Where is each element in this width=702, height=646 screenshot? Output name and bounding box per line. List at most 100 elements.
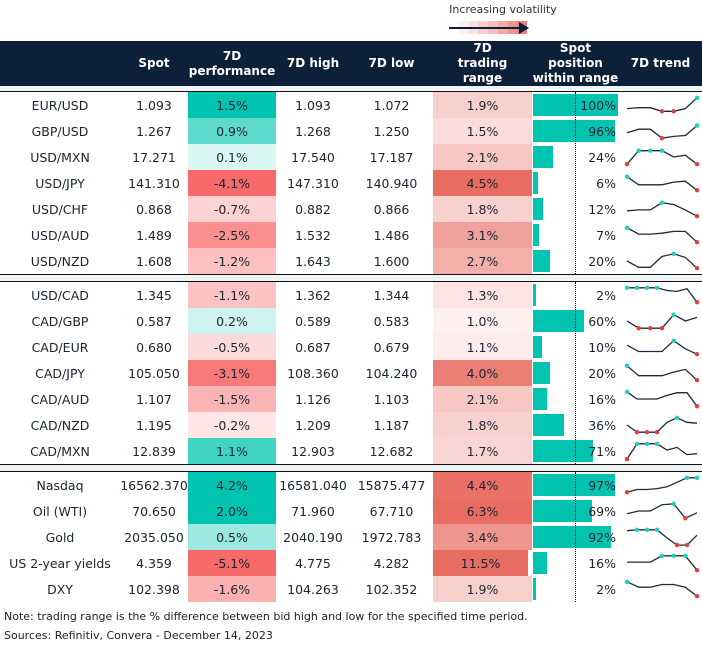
range-value: 4.0% <box>433 360 532 386</box>
range-value: 4.4% <box>433 472 532 498</box>
sparkline-path <box>626 339 698 355</box>
sparkline-max-point <box>624 225 630 230</box>
high-value: 4.775 <box>295 555 331 571</box>
sparkline-min-point <box>654 430 660 435</box>
spot-value: 70.650 <box>132 503 176 519</box>
instrument-name: CAD/AUD <box>30 391 90 407</box>
sources: Sources: Refinitiv, Convera - December 1… <box>4 629 273 642</box>
sparkline-path <box>626 176 698 191</box>
header-range: 7D trading range <box>457 41 508 85</box>
instrument-name: USD/NZD <box>30 253 90 269</box>
position-cell: 96% <box>532 118 619 144</box>
sparkline-chart <box>624 148 700 167</box>
position-value: 6% <box>596 175 616 191</box>
sparkline-max-point <box>654 441 660 446</box>
range-value: 1.3% <box>433 282 532 308</box>
range-value: 6.3% <box>433 498 532 524</box>
sparkline-min-point <box>624 490 630 495</box>
position-cell: 10% <box>532 334 619 360</box>
sparkline-max-point <box>671 251 676 256</box>
position-value: 60% <box>588 313 616 329</box>
table-row: CAD/JPY 105.050 -3.1% 108.360 104.240 4.0% 20% <box>0 360 702 386</box>
position-bar <box>533 284 536 306</box>
table-row: CAD/MXN 12.839 1.1% 12.903 12.682 1.7% 71% <box>0 438 702 464</box>
sparkline-chart <box>624 475 700 495</box>
position-cell: 16% <box>532 386 619 412</box>
position-bar <box>533 146 554 168</box>
position-value: 100% <box>580 97 616 113</box>
table-header: Spot 7D performance 7D high 7D low 7D tr… <box>0 41 702 86</box>
trend-sparkline <box>619 438 702 464</box>
sparkline-path <box>627 287 698 303</box>
sparkline-min-point <box>694 214 700 219</box>
high-value: 1.643 <box>295 253 331 269</box>
performance-value: 0.1% <box>188 144 276 170</box>
high-value: 0.687 <box>295 339 331 355</box>
fx-usd-section: EUR/USD 1.093 1.5% 1.093 1.072 1.9% 100% GBP/US… <box>0 92 702 274</box>
sparkline-max-point <box>648 148 653 153</box>
trend-sparkline <box>619 334 702 360</box>
sparkline-max-point <box>671 501 676 506</box>
trend-sparkline <box>619 576 702 602</box>
trend-sparkline <box>619 118 702 144</box>
position-cell: 97% <box>532 472 619 498</box>
low-value: 0.583 <box>373 313 410 329</box>
spot-value: 1.195 <box>136 417 172 433</box>
sparkline-max-point <box>644 527 650 532</box>
instrument-name: CAD/JPY <box>35 365 85 381</box>
sparkline-max-point <box>634 285 640 290</box>
range-value: 2.1% <box>433 144 532 170</box>
high-value: 1.362 <box>295 287 331 303</box>
position-bar <box>533 120 615 142</box>
position-bar <box>533 414 564 436</box>
arrow-right-icon <box>449 27 525 29</box>
position-value: 10% <box>588 339 616 355</box>
position-bar <box>533 500 592 522</box>
low-value: 1972.783 <box>361 529 422 545</box>
table-row: USD/NZD 1.608 -1.2% 1.643 1.600 2.7% 20% <box>0 248 702 274</box>
spot-value: 16562.370 <box>120 477 188 493</box>
sparkline-path <box>626 391 698 407</box>
sparkline-max-point <box>694 475 700 480</box>
low-value: 1.187 <box>373 417 410 433</box>
performance-value: -4.1% <box>188 170 276 196</box>
separator-strip <box>0 275 702 281</box>
performance-value: -1.2% <box>188 248 276 274</box>
sparkline-max-point <box>624 174 630 179</box>
spot-value: 1.345 <box>136 287 172 303</box>
sparkline-chart <box>624 225 700 245</box>
position-bar <box>533 578 536 600</box>
range-value: 1.7% <box>433 438 532 464</box>
sparkline-chart <box>624 285 700 305</box>
instrument-name: USD/CHF <box>31 201 89 217</box>
trend-sparkline <box>619 170 702 196</box>
position-cell: 36% <box>532 412 619 438</box>
table-row: USD/AUD 1.489 -2.5% 1.532 1.486 3.1% 7% <box>0 222 702 248</box>
position-value: 96% <box>588 123 616 139</box>
separator-strip <box>0 465 702 471</box>
trend-sparkline <box>619 282 702 308</box>
low-value: 1.344 <box>373 287 410 303</box>
performance-value: 4.2% <box>188 472 276 498</box>
sparkline-max-point <box>671 338 676 343</box>
performance-value: 1.5% <box>188 92 276 118</box>
sparkline-max-point <box>671 312 676 317</box>
high-value: 1.268 <box>295 123 331 139</box>
sparkline-path <box>626 443 698 460</box>
position-bar <box>533 362 550 384</box>
position-cell: 20% <box>532 360 619 386</box>
table-row: GBP/USD 1.267 0.9% 1.268 1.250 1.5% 96% <box>0 118 702 144</box>
table-row: CAD/GBP 0.587 0.2% 0.589 0.583 1.0% 60% <box>0 308 702 334</box>
sparkline-max-point <box>624 389 630 394</box>
spot-value: 102.398 <box>128 581 180 597</box>
sparkline-chart <box>626 251 700 271</box>
markets-section: Nasdaq 16562.370 4.2% 16581.040 15875.477 4.4… <box>0 472 702 602</box>
trend-sparkline <box>619 360 702 386</box>
instrument-name: CAD/GBP <box>31 313 89 329</box>
sparkline-max-point <box>654 527 660 532</box>
sparkline-min-point <box>659 109 665 114</box>
performance-value: -1.1% <box>188 282 276 308</box>
position-cell: 7% <box>532 222 619 248</box>
range-value: 2.7% <box>433 248 532 274</box>
instrument-name: DXY <box>47 581 73 597</box>
